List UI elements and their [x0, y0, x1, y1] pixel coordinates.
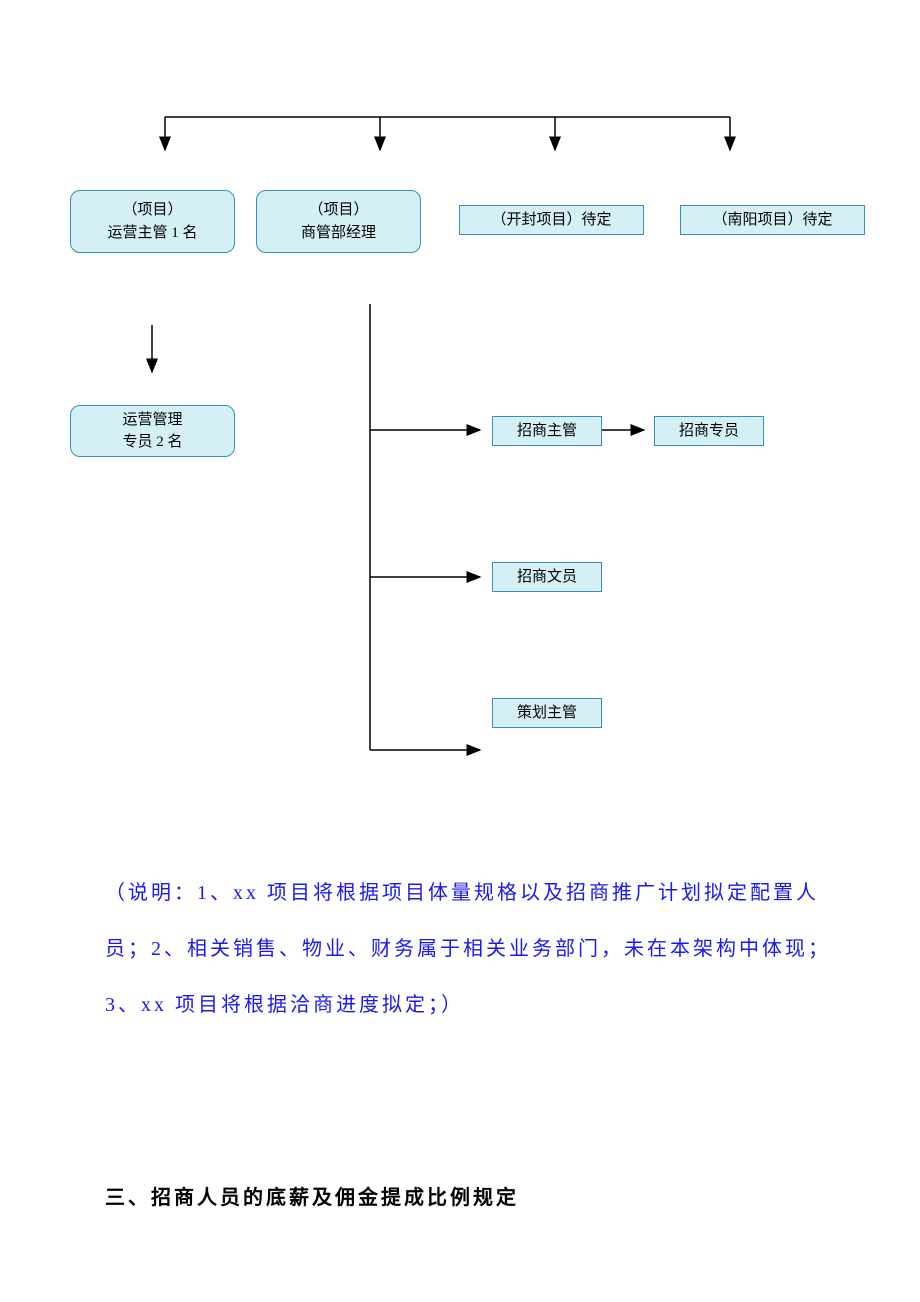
flowchart-node-n3: （开封项目）待定 — [459, 205, 644, 235]
node-label: 运营管理 — [122, 409, 182, 432]
node-label: 招商专员 — [679, 420, 739, 443]
node-label: 招商文员 — [517, 566, 577, 589]
node-label: 策划主管 — [517, 702, 577, 725]
flowchart-node-n4: （南阳项目）待定 — [680, 205, 865, 235]
node-label: （项目） — [308, 199, 368, 222]
flowchart-node-n6: 招商主管 — [492, 416, 602, 446]
node-label: 专员 2 名 — [122, 431, 182, 454]
flowchart-node-n1: （项目）运营主管 1 名 — [70, 190, 235, 253]
node-label: （项目） — [122, 199, 182, 222]
org-flowchart: （项目）运营主管 1 名（项目）商管部经理（开封项目）待定（南阳项目）待定运营管… — [0, 0, 920, 800]
flowchart-node-n2: （项目）商管部经理 — [256, 190, 421, 253]
flowchart-node-n5: 运营管理专员 2 名 — [70, 405, 235, 457]
flowchart-node-n7: 招商专员 — [654, 416, 764, 446]
note-paragraph: （说明：1、xx 项目将根据项目体量规格以及招商推广计划拟定配置人员；2、相关销… — [105, 865, 840, 1033]
node-label: 运营主管 1 名 — [107, 222, 197, 245]
node-label: 招商主管 — [517, 420, 577, 443]
flowchart-node-n8: 招商文员 — [492, 562, 602, 592]
flowchart-node-n9: 策划主管 — [492, 698, 602, 728]
node-label: （南阳项目）待定 — [712, 209, 832, 232]
section-title: 三、招商人员的底薪及佣金提成比例规定 — [105, 1170, 840, 1226]
connector-svg — [0, 0, 920, 800]
node-label: 商管部经理 — [301, 222, 376, 245]
node-label: （开封项目）待定 — [491, 209, 611, 232]
